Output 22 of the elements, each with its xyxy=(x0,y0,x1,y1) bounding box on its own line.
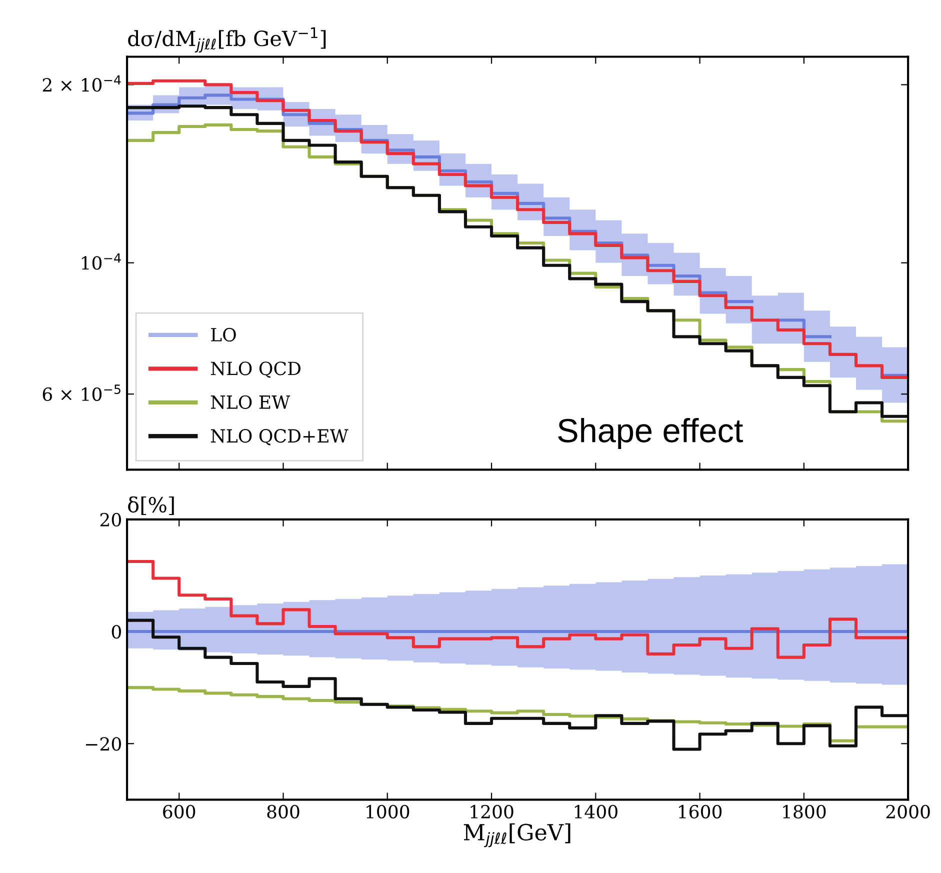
x-tick-label: 800 xyxy=(267,804,300,819)
annotation: Shape effect xyxy=(558,418,743,450)
y-tick-label: 10$^{−4}$ xyxy=(82,253,121,270)
legend-label: NLO QCD xyxy=(210,362,300,378)
y-tick-label: 6 × 10$^{−5}$ xyxy=(42,384,120,402)
x-tick-label: 1800 xyxy=(783,804,826,819)
x-tick-label: 600 xyxy=(163,804,196,819)
y-tick-label: 0 xyxy=(112,624,121,639)
x-tick-label: 2000 xyxy=(886,804,930,819)
y-axis-title: dσ/dM$_{jjℓℓ}$[fb GeV$^{−1}$] xyxy=(128,27,326,52)
legend-label: LO xyxy=(211,328,236,342)
y-axis-title: δ[%] xyxy=(128,496,174,516)
x-tick-label: 1400 xyxy=(574,804,618,819)
y-tick-label: −20 xyxy=(86,737,121,751)
x-axis-title: M$_{jjℓℓ}$[GeV] xyxy=(464,823,570,848)
x-tick-label: 1600 xyxy=(679,804,722,819)
legend-label: NLO QCD+EW xyxy=(210,429,348,446)
y-tick-label: 2 × 10$^{−4}$ xyxy=(42,75,121,92)
legend-label: NLO EW xyxy=(210,395,290,409)
x-tick-label: 1200 xyxy=(470,804,514,819)
y-tick-label: 20 xyxy=(100,512,121,527)
x-tick-label: 1000 xyxy=(366,804,410,819)
